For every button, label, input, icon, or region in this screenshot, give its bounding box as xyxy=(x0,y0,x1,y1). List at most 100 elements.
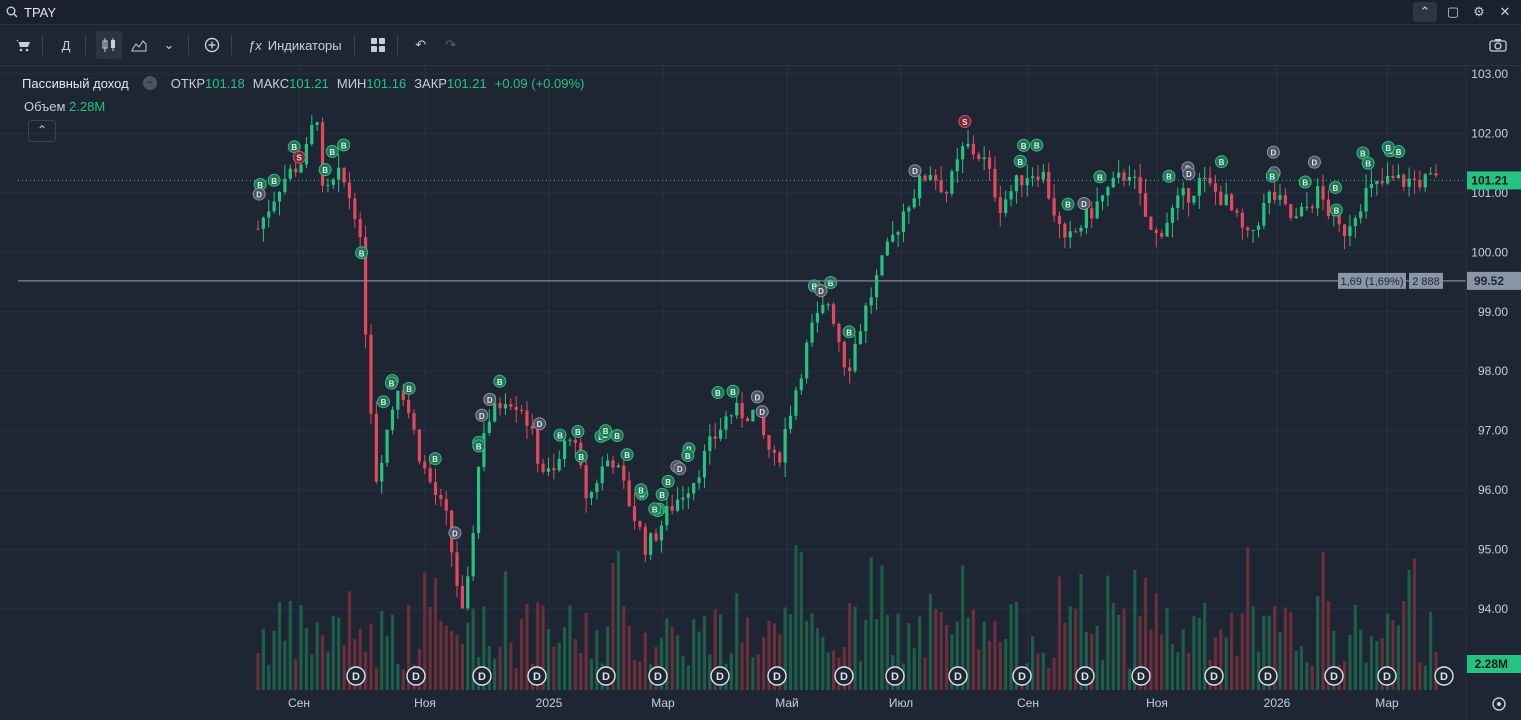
buy-marker[interactable]: B xyxy=(1017,138,1031,152)
buy-marker[interactable]: B xyxy=(472,439,486,453)
buy-marker[interactable]: B xyxy=(726,384,740,398)
buy-marker[interactable]: B xyxy=(824,276,838,290)
buy-marker[interactable]: B xyxy=(1381,140,1395,154)
dividend-marker[interactable]: D xyxy=(1182,167,1196,181)
buy-marker[interactable]: B xyxy=(1329,203,1343,217)
camera-icon[interactable] xyxy=(1485,31,1511,59)
buy-marker[interactable]: B xyxy=(711,386,725,400)
chevron-up-icon[interactable]: ⌃ xyxy=(1413,2,1437,22)
buy-marker[interactable]: B xyxy=(384,376,398,390)
buy-marker[interactable]: B xyxy=(318,163,332,177)
dividend-event-marker[interactable]: D xyxy=(710,666,730,686)
dividend-event-marker[interactable]: D xyxy=(1012,666,1032,686)
close-icon[interactable]: ✕ xyxy=(1499,4,1511,19)
dividend-event-marker[interactable]: D xyxy=(596,666,616,686)
dividend-event-marker[interactable]: D xyxy=(834,666,854,686)
volume-bar xyxy=(772,623,776,690)
dividend-marker[interactable]: D xyxy=(814,284,828,298)
buy-marker[interactable]: B xyxy=(355,246,369,260)
search-bar[interactable]: TPAY ⌃ ▢ ⚙ ✕ xyxy=(0,0,1521,25)
collapse-legend-button[interactable]: ⌃ xyxy=(28,120,56,142)
dividend-marker[interactable]: D xyxy=(475,408,489,422)
buy-marker[interactable]: B xyxy=(842,325,856,339)
buy-marker[interactable]: B xyxy=(337,138,351,152)
dividend-marker[interactable]: D xyxy=(1307,155,1321,169)
dividend-event-marker[interactable]: D xyxy=(1377,666,1397,686)
dividend-marker[interactable]: D xyxy=(1266,145,1280,159)
sell-marker[interactable]: S xyxy=(958,115,972,129)
sell-marker[interactable]: S xyxy=(292,150,306,164)
dividend-event-marker[interactable]: D xyxy=(1075,666,1095,686)
dividend-event-marker[interactable]: D xyxy=(346,666,366,686)
dividend-event-marker[interactable]: D xyxy=(1434,666,1454,686)
dividend-marker[interactable]: D xyxy=(750,390,764,404)
dividend-event-marker[interactable]: D xyxy=(1204,666,1224,686)
buy-marker[interactable]: B xyxy=(287,140,301,154)
buy-marker[interactable]: B xyxy=(428,452,442,466)
buy-marker[interactable]: B xyxy=(1356,146,1370,160)
dividend-marker[interactable]: D xyxy=(1077,197,1091,211)
buy-marker[interactable]: B xyxy=(1093,170,1107,184)
indicators-button[interactable]: ƒx Индикаторы xyxy=(242,31,348,59)
candles-icon[interactable] xyxy=(96,31,122,59)
buy-marker[interactable]: B xyxy=(1030,138,1044,152)
gear-icon[interactable]: ⚙ xyxy=(1473,4,1485,19)
buy-marker[interactable]: B xyxy=(1214,155,1228,169)
candle xyxy=(1117,172,1121,178)
dividend-event-marker[interactable]: D xyxy=(648,666,668,686)
buy-marker[interactable]: B xyxy=(610,429,624,443)
dividend-marker[interactable]: D xyxy=(448,526,462,540)
dividend-marker[interactable]: D xyxy=(533,417,547,431)
dividend-event-marker[interactable]: D xyxy=(1258,666,1278,686)
undo-icon[interactable]: ↶ xyxy=(415,37,427,52)
buy-marker[interactable]: B xyxy=(253,177,267,191)
buy-marker[interactable]: B xyxy=(376,395,390,409)
buy-marker[interactable]: B xyxy=(553,428,567,442)
buy-marker[interactable]: B xyxy=(1361,156,1375,170)
buy-marker[interactable]: B xyxy=(493,374,507,388)
period-button[interactable]: Д xyxy=(61,37,71,53)
cart-icon[interactable] xyxy=(10,31,36,59)
chevron-down-icon[interactable]: ⌄ xyxy=(163,37,175,52)
minus-icon[interactable]: − xyxy=(142,76,157,90)
buy-marker[interactable]: B xyxy=(402,381,416,395)
candle xyxy=(304,144,309,165)
dividend-marker[interactable]: D xyxy=(755,405,769,419)
dividend-event-marker[interactable]: D xyxy=(472,666,492,686)
buy-marker[interactable]: B xyxy=(661,474,675,488)
buy-marker[interactable]: B xyxy=(620,448,634,462)
buy-marker[interactable]: B xyxy=(1162,169,1176,183)
buy-marker[interactable]: B xyxy=(1392,145,1406,159)
templates-icon[interactable] xyxy=(365,31,391,59)
dividend-event-marker[interactable]: D xyxy=(1324,666,1344,686)
dividend-event-marker[interactable]: D xyxy=(527,666,547,686)
buy-marker[interactable]: B xyxy=(571,424,585,438)
dividend-marker[interactable]: D xyxy=(252,187,266,201)
buy-marker[interactable]: B xyxy=(648,502,662,516)
dividend-event-marker[interactable]: D xyxy=(1131,666,1151,686)
dividend-event-marker[interactable]: D xyxy=(767,666,787,686)
buy-marker[interactable]: B xyxy=(1013,154,1027,168)
dividend-marker[interactable]: D xyxy=(673,462,687,476)
buy-marker[interactable]: B xyxy=(325,144,339,158)
dividend-event-marker[interactable]: D xyxy=(885,666,905,686)
buy-marker[interactable]: B xyxy=(681,448,695,462)
dividend-event-marker[interactable]: D xyxy=(406,666,426,686)
price-chart[interactable]: BBDDBBBBDDDDBBDBBBBDBDBBBBBDBBBBBBBBBBDB… xyxy=(0,66,1521,720)
dividend-marker[interactable]: D xyxy=(483,392,497,406)
buy-marker[interactable]: B xyxy=(634,483,648,497)
buy-marker[interactable]: B xyxy=(655,487,669,501)
ticker-input[interactable]: TPAY xyxy=(24,4,57,20)
buy-marker[interactable]: B xyxy=(1061,197,1075,211)
buy-marker[interactable]: B xyxy=(1328,180,1342,194)
chart-settings-icon[interactable] xyxy=(1491,696,1507,712)
dividend-event-marker[interactable]: D xyxy=(948,666,968,686)
buy-marker[interactable]: B xyxy=(1265,169,1279,183)
buy-marker[interactable]: B xyxy=(599,424,613,438)
buy-marker[interactable]: B xyxy=(1298,175,1312,189)
maximize-icon[interactable]: ▢ xyxy=(1446,4,1460,19)
dividend-marker[interactable]: D xyxy=(908,164,922,178)
buy-marker[interactable]: B xyxy=(574,449,588,463)
add-compare-icon[interactable] xyxy=(199,31,225,59)
area-chart-icon[interactable] xyxy=(126,31,152,59)
